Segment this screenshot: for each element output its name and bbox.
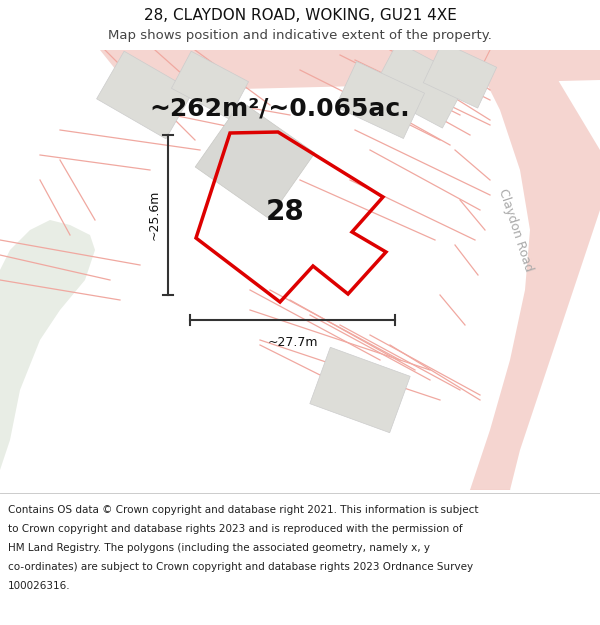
Text: ~262m²/~0.065ac.: ~262m²/~0.065ac. bbox=[149, 96, 410, 120]
Polygon shape bbox=[100, 50, 600, 90]
Text: 28, CLAYDON ROAD, WOKING, GU21 4XE: 28, CLAYDON ROAD, WOKING, GU21 4XE bbox=[143, 9, 457, 24]
Polygon shape bbox=[97, 51, 193, 139]
Text: HM Land Registry. The polygons (including the associated geometry, namely x, y: HM Land Registry. The polygons (includin… bbox=[8, 543, 430, 553]
Text: ~27.7m: ~27.7m bbox=[267, 336, 318, 349]
Text: Contains OS data © Crown copyright and database right 2021. This information is : Contains OS data © Crown copyright and d… bbox=[8, 505, 479, 515]
Text: co-ordinates) are subject to Crown copyright and database rights 2023 Ordnance S: co-ordinates) are subject to Crown copyr… bbox=[8, 562, 473, 572]
Text: to Crown copyright and database rights 2023 and is reproduced with the permissio: to Crown copyright and database rights 2… bbox=[8, 524, 463, 534]
Polygon shape bbox=[424, 42, 497, 108]
Polygon shape bbox=[470, 50, 600, 490]
Text: 100026316.: 100026316. bbox=[8, 581, 71, 591]
Text: 28: 28 bbox=[266, 198, 304, 226]
Polygon shape bbox=[372, 42, 468, 128]
Polygon shape bbox=[310, 348, 410, 432]
Polygon shape bbox=[195, 101, 315, 219]
Polygon shape bbox=[172, 51, 248, 119]
Polygon shape bbox=[0, 220, 95, 490]
Text: Map shows position and indicative extent of the property.: Map shows position and indicative extent… bbox=[108, 29, 492, 42]
Text: Claydon Road: Claydon Road bbox=[496, 187, 536, 273]
Text: ~25.6m: ~25.6m bbox=[148, 190, 161, 240]
Polygon shape bbox=[335, 61, 425, 139]
